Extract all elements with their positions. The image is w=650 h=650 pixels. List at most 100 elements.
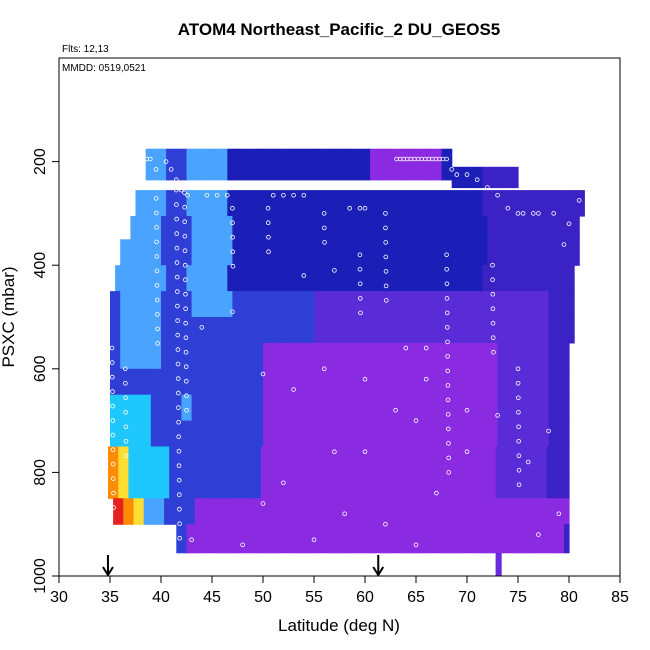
heatmap-cell — [176, 148, 188, 181]
heatmap-cell — [444, 446, 456, 473]
track-point — [291, 387, 296, 392]
heatmap-cell — [400, 265, 412, 292]
heatmap-cell — [497, 291, 509, 318]
heatmap-cell — [365, 239, 376, 266]
heatmap-cell — [128, 472, 140, 499]
heatmap-cell — [293, 317, 305, 344]
heatmap-cell — [467, 342, 478, 370]
heatmap-cell — [232, 239, 244, 266]
heatmap-cell — [140, 291, 152, 318]
heatmap-cell — [293, 394, 305, 422]
track-point — [449, 167, 455, 172]
x-tick-label: 60 — [356, 589, 374, 606]
heatmap-cell — [222, 216, 233, 240]
heatmap-cell — [120, 317, 131, 344]
heatmap-cell — [196, 148, 208, 181]
heatmap-cell — [507, 420, 519, 448]
heatmap-cell — [441, 190, 453, 217]
heatmap-cell — [526, 446, 537, 473]
heatmap-cell — [365, 216, 376, 240]
heatmap-cell — [324, 420, 335, 448]
heatmap-cell — [312, 472, 323, 499]
heatmap-cell — [339, 265, 351, 292]
track-point — [311, 537, 317, 542]
track-point — [174, 274, 180, 280]
heatmap-cell — [344, 291, 356, 318]
heatmap-cell — [569, 239, 580, 266]
heatmap-cell — [543, 265, 555, 292]
heatmap-cell — [329, 524, 341, 554]
heatmap-cell — [375, 216, 386, 240]
track-point — [240, 542, 245, 548]
heatmap-cell — [569, 317, 575, 344]
heatmap-cell — [334, 394, 346, 422]
heatmap-cell — [334, 368, 346, 396]
heatmap-cell — [375, 420, 386, 448]
heatmap-cell — [150, 216, 162, 240]
heatmap-cell — [181, 291, 193, 318]
heatmap-cell — [477, 368, 488, 396]
track-point — [445, 354, 450, 359]
heatmap-cell — [150, 291, 162, 318]
heatmap-cell — [268, 524, 279, 554]
heatmap-cell — [252, 291, 264, 318]
heatmap-cell — [334, 317, 346, 344]
heatmap-cell — [308, 524, 320, 554]
heatmap-cell — [405, 216, 417, 240]
heatmap-cell — [263, 239, 274, 266]
heatmap-cell — [375, 342, 386, 370]
heatmap-cell — [283, 420, 295, 448]
heatmap-cell — [497, 342, 509, 370]
heatmap-cell — [130, 317, 142, 344]
heatmap-cell — [255, 498, 267, 525]
heatmap-cell — [434, 472, 446, 499]
heatmap-cell — [242, 368, 254, 396]
track-point — [446, 441, 451, 446]
x-tick-label: 65 — [407, 589, 425, 606]
heatmap-cell — [319, 148, 330, 181]
track-point — [434, 490, 439, 496]
heatmap-cell — [291, 446, 303, 473]
heatmap-cell — [441, 524, 453, 554]
track-point — [347, 205, 353, 211]
heatmap-cell — [349, 148, 361, 181]
track-point — [174, 216, 179, 222]
heatmap-cell — [169, 446, 180, 473]
heatmap-cell — [477, 317, 488, 344]
heatmap-cell — [184, 498, 196, 525]
track-point — [183, 277, 188, 283]
heatmap-cell — [110, 342, 121, 370]
heatmap-cell — [324, 216, 335, 240]
heatmap-cell — [405, 239, 417, 266]
heatmap-cell — [217, 524, 228, 554]
heatmap-cell — [424, 446, 435, 473]
heatmap-cell — [395, 368, 407, 396]
heatmap-cell — [548, 216, 560, 240]
heatmap-cell — [467, 216, 478, 240]
heatmap-cell — [179, 472, 191, 499]
heatmap-cell — [567, 446, 570, 473]
heatmap-cell — [538, 368, 550, 396]
heatmap-cell — [492, 524, 504, 554]
heatmap-cell — [410, 148, 422, 181]
heatmap-cell — [128, 446, 140, 473]
heatmap-cell — [283, 291, 295, 318]
track-point — [536, 211, 541, 216]
heatmap-cell — [130, 420, 142, 448]
heatmap-cell — [461, 524, 473, 554]
heatmap-cell — [461, 190, 473, 217]
heatmap-cell — [191, 420, 203, 448]
heatmap-cell — [319, 190, 330, 217]
track-point — [383, 211, 388, 216]
heatmap-cell — [242, 291, 254, 318]
track-point — [154, 239, 159, 245]
x-tick-label: 85 — [611, 589, 629, 606]
track-point — [530, 211, 536, 216]
y-tick-label: 400 — [32, 252, 49, 279]
heatmap-cell — [118, 472, 129, 499]
heatmap-cell — [456, 317, 468, 344]
heatmap-cell — [470, 498, 481, 525]
heatmap-cell — [354, 317, 366, 344]
heatmap-cell — [405, 420, 417, 448]
